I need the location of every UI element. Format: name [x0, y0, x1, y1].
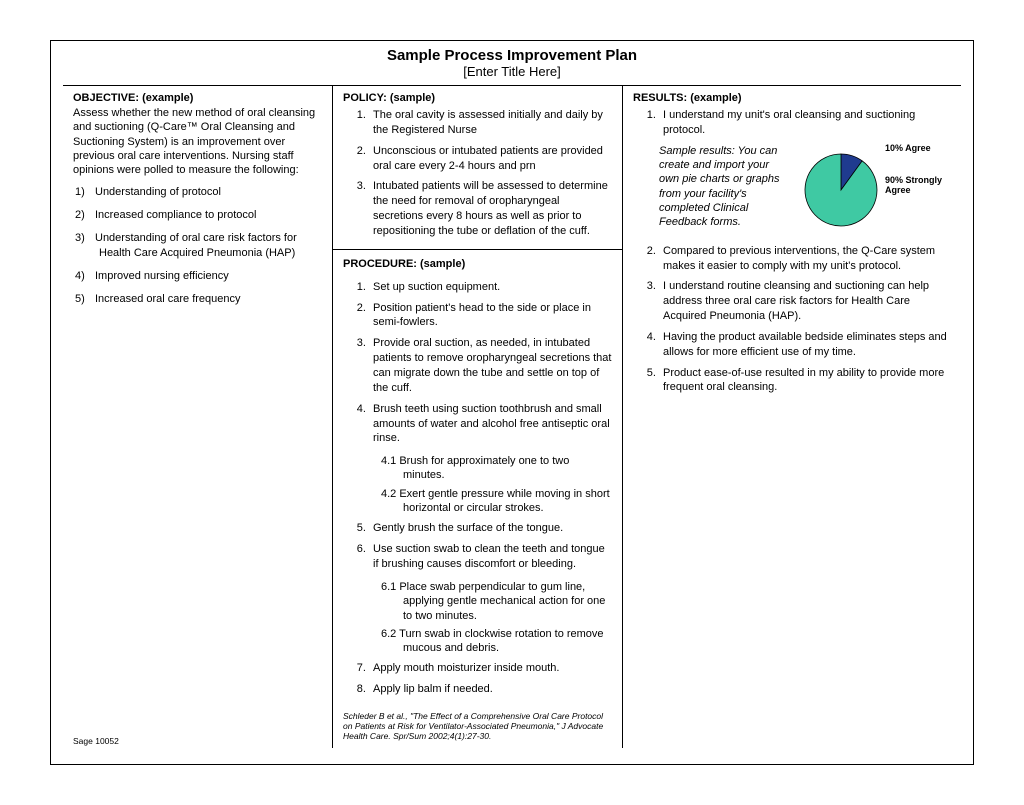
policy-procedure-column: POLICY: (sample) The oral cavity is asse…: [333, 86, 623, 748]
procedure-item: Set up suction equipment.: [369, 280, 612, 295]
results-list-top: I understand my unit's oral cleansing an…: [633, 108, 951, 138]
footer-code: Sage 10052: [73, 736, 119, 746]
pie-label-2: 90% Strongly Agree: [885, 176, 955, 196]
procedure-item-text: Brush teeth using suction toothbrush and…: [373, 403, 610, 445]
results-item: I understand my unit's oral cleansing an…: [659, 108, 951, 138]
objective-heading: OBJECTIVE: (example): [73, 92, 322, 104]
procedure-item: Provide oral suction, as needed, in intu…: [369, 336, 612, 395]
objective-item: Understanding of oral care risk factors …: [95, 231, 322, 261]
results-list-rest: Compared to previous interventions, the …: [633, 244, 951, 396]
pie-svg: [801, 150, 881, 230]
procedure-item: Gently brush the surface of the tongue.: [369, 521, 612, 536]
pie-label-1: 10% Agree: [885, 144, 931, 154]
results-note-and-chart: Sample results: You can create and impor…: [659, 144, 951, 234]
citation: Schleder B et al., "The Effect of a Comp…: [343, 711, 612, 742]
policy-list: The oral cavity is assessed initially an…: [343, 108, 612, 239]
results-item: Having the product available bedside eli…: [659, 330, 951, 360]
objective-item: Increased compliance to protocol: [95, 208, 322, 223]
procedure-item: Brush teeth using suction toothbrush and…: [369, 402, 612, 516]
section-divider: [333, 249, 622, 250]
objective-list: Understanding of protocol Increased comp…: [73, 185, 322, 306]
main-title: Sample Process Improvement Plan: [63, 47, 961, 64]
policy-item: Intubated patients will be assessed to d…: [369, 179, 612, 238]
objective-item: Improved nursing efficiency: [95, 269, 322, 284]
policy-item: Unconscious or intubated patients are pr…: [369, 144, 612, 174]
procedure-subitem: 4.2 Exert gentle pressure while moving i…: [381, 487, 612, 516]
policy-heading: POLICY: (sample): [343, 92, 612, 104]
columns: OBJECTIVE: (example) Assess whether the …: [63, 85, 961, 748]
results-heading: RESULTS: (example): [633, 92, 951, 104]
title-block: Sample Process Improvement Plan [Enter T…: [63, 47, 961, 79]
results-item: Compared to previous interventions, the …: [659, 244, 951, 274]
procedure-item: Apply mouth moisturizer inside mouth.: [369, 661, 612, 676]
procedure-item: Position patient's head to the side or p…: [369, 301, 612, 331]
page-frame: Sample Process Improvement Plan [Enter T…: [50, 40, 974, 765]
procedure-heading: PROCEDURE: (sample): [343, 258, 612, 270]
objective-item: Understanding of protocol: [95, 185, 322, 200]
policy-item: The oral cavity is assessed initially an…: [369, 108, 612, 138]
procedure-subitem: 4.1 Brush for approximately one to two m…: [381, 454, 612, 483]
procedure-item: Apply lip balm if needed.: [369, 682, 612, 697]
procedure-list: Set up suction equipment. Position patie…: [343, 280, 612, 697]
subtitle: [Enter Title Here]: [63, 64, 961, 79]
objective-item: Increased oral care frequency: [95, 292, 322, 307]
procedure-subitem: 6.2 Turn swab in clockwise rotation to r…: [381, 627, 612, 656]
results-column: RESULTS: (example) I understand my unit'…: [623, 86, 961, 748]
objective-intro: Assess whether the new method of oral cl…: [73, 106, 322, 177]
results-item: Product ease-of-use resulted in my abili…: [659, 366, 951, 396]
objective-column: OBJECTIVE: (example) Assess whether the …: [63, 86, 333, 748]
results-note: Sample results: You can create and impor…: [659, 144, 791, 230]
procedure-item-text: Use suction swab to clean the teeth and …: [373, 543, 605, 570]
procedure-subitem: 6.1 Place swab perpendicular to gum line…: [381, 580, 612, 623]
results-item: I understand routine cleansing and sucti…: [659, 279, 951, 324]
pie-chart: 10% Agree 90% Strongly Agree: [801, 144, 951, 234]
procedure-item: Use suction swab to clean the teeth and …: [369, 542, 612, 655]
